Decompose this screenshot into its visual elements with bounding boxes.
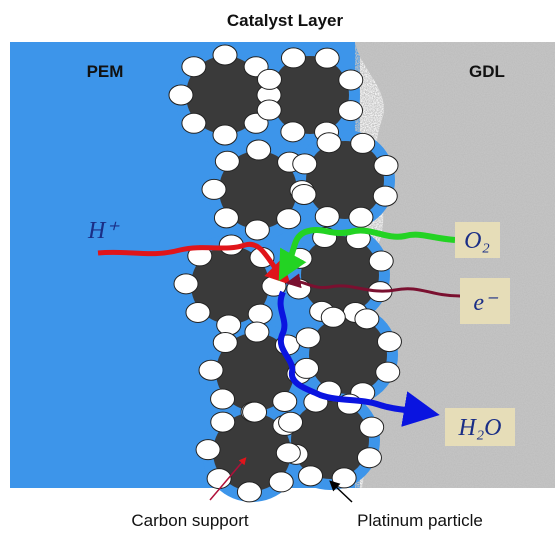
pem-label: PEM xyxy=(87,62,124,81)
platinum-particle xyxy=(182,113,206,133)
platinum-particle xyxy=(269,472,293,492)
platinum-particle xyxy=(279,412,303,432)
platinum-particle xyxy=(339,101,363,121)
platinum-particle xyxy=(214,208,238,228)
platinum-particle xyxy=(273,391,297,411)
platinum-particle xyxy=(357,448,381,468)
carbon-support xyxy=(309,316,387,394)
platinum-particle xyxy=(332,468,356,488)
platinum-particle xyxy=(374,156,398,176)
oxygen-label: O₂ xyxy=(464,228,490,254)
platinum-particle xyxy=(355,309,379,329)
platinum-particle xyxy=(377,332,401,352)
platinum-particle xyxy=(217,315,241,335)
platinum-particle xyxy=(317,133,341,153)
carbon-caption: Carbon support xyxy=(131,511,248,530)
platinum-particle xyxy=(215,151,239,171)
platinum-particle xyxy=(299,466,323,486)
platinum-particle xyxy=(349,207,373,227)
diagram: Catalyst Layer PEM GDL H⁺ O₂ e⁻ H₂O Carb… xyxy=(0,0,555,533)
platinum-particle xyxy=(376,362,400,382)
platinum-particle xyxy=(360,417,384,437)
page: {"title": "Catalyst Layer", "regions": {… xyxy=(0,0,555,533)
platinum-particle xyxy=(211,412,235,432)
platinum-particle xyxy=(281,48,305,68)
platinum-particle xyxy=(276,443,300,463)
platinum-particle xyxy=(213,333,237,353)
platinum-particle xyxy=(373,186,397,206)
platinum-caption: Platinum particle xyxy=(357,511,483,530)
platinum-particle xyxy=(211,389,235,409)
platinum-particle xyxy=(277,209,301,229)
platinum-particle xyxy=(199,360,223,380)
platinum-particle xyxy=(169,85,193,105)
platinum-particle xyxy=(213,45,237,65)
proton-label: H⁺ xyxy=(87,218,120,244)
carbon-support xyxy=(271,56,349,134)
platinum-particle xyxy=(293,154,317,174)
platinum-particle xyxy=(295,358,319,378)
title: Catalyst Layer xyxy=(227,11,344,30)
platinum-particle xyxy=(257,100,281,120)
gdl-label: GDL xyxy=(469,62,505,81)
platinum-particle xyxy=(296,328,320,348)
platinum-particle xyxy=(243,402,267,422)
platinum-particle xyxy=(315,48,339,68)
platinum-particle xyxy=(321,307,345,327)
platinum-particle xyxy=(292,184,316,204)
carbon-support xyxy=(306,141,384,219)
platinum-particle xyxy=(257,69,281,89)
platinum-particle xyxy=(245,220,269,240)
platinum-particle xyxy=(351,133,375,153)
platinum-particle xyxy=(339,70,363,90)
platinum-particle xyxy=(196,440,220,460)
platinum-particle xyxy=(237,482,261,502)
platinum-particle xyxy=(315,207,339,227)
platinum-particle xyxy=(247,140,271,160)
platinum-particle xyxy=(186,302,210,322)
platinum-particle xyxy=(213,125,237,145)
platinum-particle xyxy=(248,304,272,324)
platinum-particle xyxy=(281,122,305,142)
platinum-particle xyxy=(245,322,269,342)
platinum-particle xyxy=(202,179,226,199)
water-label: H₂O xyxy=(457,415,501,441)
carbon-support xyxy=(291,401,369,479)
platinum-particle xyxy=(182,57,206,77)
platinum-particle xyxy=(174,274,198,294)
platinum-particle xyxy=(369,251,393,271)
carbon-support xyxy=(301,236,379,314)
electron-label: e⁻ xyxy=(473,290,499,316)
